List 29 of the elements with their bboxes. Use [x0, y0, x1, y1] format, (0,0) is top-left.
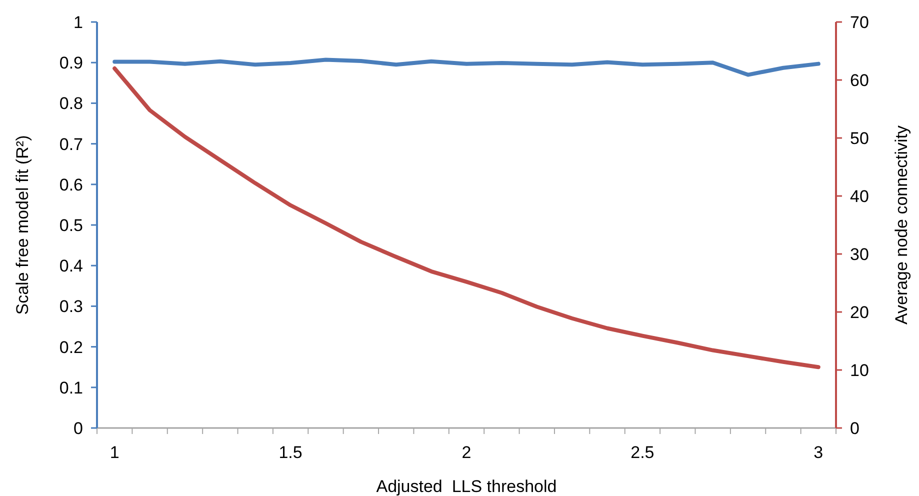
x-tick-label: 1: [110, 443, 120, 462]
y2-axis-title: Average node connectivity: [892, 124, 911, 325]
y-tick-label: 0: [74, 418, 83, 438]
y-tick-label: 0.5: [59, 216, 83, 235]
y2-tick-label: 70: [850, 12, 869, 32]
y-tick-label: 0.7: [59, 134, 83, 154]
y2-tick-label: 50: [850, 128, 869, 148]
y-tick-label: 0.2: [59, 338, 83, 357]
y-tick-label: 0.3: [59, 297, 83, 316]
y-tick-label: 0.9: [59, 54, 83, 73]
x-tick-label: 2.5: [630, 443, 654, 462]
line-series: [112, 58, 820, 77]
x-tick-label: 1.5: [278, 443, 302, 462]
y2-tick-label: 60: [850, 70, 869, 90]
y2-tick-label: 20: [850, 302, 869, 322]
y-tick-label: 0.1: [59, 378, 83, 398]
y2-tick-label: 10: [850, 360, 869, 380]
y-tick-label: 0.8: [59, 94, 83, 114]
y-tick-label: 0.6: [59, 175, 83, 194]
y-axis-title: Scale free model fit (R²): [13, 135, 32, 315]
x-tick-label: 2: [462, 443, 472, 462]
y2-tick-label: 40: [850, 186, 869, 206]
y-tick-label: 0.4: [59, 256, 83, 276]
y-tick-label: 1: [74, 12, 83, 32]
line-series: [112, 66, 820, 370]
x-axis-title: Adjusted LLS threshold: [376, 477, 557, 496]
y2-tick-label: 0: [850, 418, 860, 438]
x-tick-label: 3: [814, 443, 824, 462]
y2-tick-label: 30: [850, 244, 869, 264]
